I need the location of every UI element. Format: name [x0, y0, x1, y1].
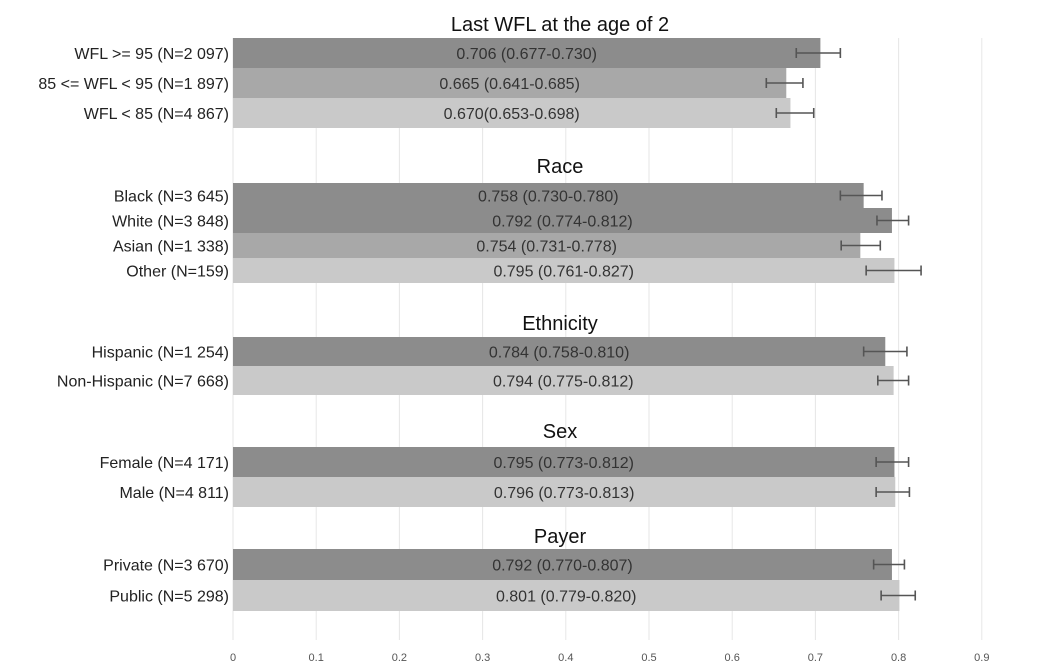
- bar-value-label: 0.794 (0.775-0.812): [493, 374, 634, 391]
- group-title: Payer: [534, 526, 587, 548]
- category-label: Other (N=159): [126, 264, 229, 281]
- x-tick-label: 0.2: [392, 652, 407, 664]
- x-tick-label: 0.3: [475, 652, 490, 664]
- category-label: 85 <= WFL < 95 (N=1 897): [38, 76, 229, 93]
- category-label: Private (N=3 670): [103, 558, 229, 575]
- bar: [233, 549, 892, 580]
- group-title: Last WFL at the age of 2: [451, 14, 669, 36]
- bar: [233, 580, 900, 611]
- bar: [233, 366, 894, 395]
- x-tick-label: 0.7: [808, 652, 823, 664]
- category-label: WFL >= 95 (N=2 097): [74, 46, 229, 63]
- category-label: Black (N=3 645): [114, 189, 229, 206]
- bar-value-label: 0.754 (0.731-0.778): [476, 239, 617, 256]
- bars: [233, 38, 922, 611]
- category-label: WFL < 85 (N=4 867): [84, 106, 229, 123]
- group-title: Race: [537, 156, 584, 178]
- bar-value-label: 0.706 (0.677-0.730): [456, 46, 597, 63]
- category-label: Non-Hispanic (N=7 668): [57, 374, 229, 391]
- x-tick-label: 0.9: [974, 652, 989, 664]
- x-axis-ticks: 0 0.1 0.2 0.3 0.4 0.5 0.6 0.7 0.8 0.9: [230, 652, 990, 664]
- category-label: Hispanic (N=1 254): [92, 345, 229, 362]
- bar-value-label: 0.795 (0.773-0.812): [493, 455, 634, 472]
- category-label: Public (N=5 298): [109, 589, 229, 606]
- labels: Last WFL at the age of 2 0.706 (0.677-0.7…: [38, 14, 669, 606]
- category-label: Asian (N=1 338): [113, 239, 229, 256]
- x-tick-label: 0.5: [641, 652, 656, 664]
- group-title: Ethnicity: [522, 313, 598, 335]
- bar: [233, 337, 886, 366]
- bar-value-label: 0.796 (0.773-0.813): [494, 485, 635, 502]
- bar-value-label: 0.784 (0.758-0.810): [489, 345, 630, 362]
- x-tick-label: 0: [230, 652, 236, 664]
- bar: [233, 98, 791, 128]
- bar: [233, 258, 895, 283]
- category-label: White (N=3 848): [112, 214, 229, 231]
- category-label: Male (N=4 811): [119, 485, 229, 502]
- bar: [233, 208, 892, 233]
- bar-value-label: 0.792 (0.770-0.807): [492, 558, 633, 575]
- category-label: Female (N=4 171): [100, 455, 229, 472]
- bar: [233, 233, 861, 258]
- bar-value-label: 0.795 (0.761-0.827): [493, 264, 634, 281]
- bar-value-label: 0.670(0.653-0.698): [444, 106, 580, 123]
- x-tick-label: 0.8: [891, 652, 906, 664]
- bar: [233, 38, 821, 68]
- x-tick-label: 0.1: [309, 652, 324, 664]
- x-tick-label: 0.4: [558, 652, 573, 664]
- bar: [233, 447, 895, 477]
- bar: [233, 68, 787, 98]
- bar-value-label: 0.665 (0.641-0.685): [439, 76, 580, 93]
- bar-value-label: 0.792 (0.774-0.812): [492, 214, 633, 231]
- group-title: Sex: [543, 421, 577, 443]
- bar: [233, 183, 864, 208]
- bar-value-label: 0.758 (0.730-0.780): [478, 189, 619, 206]
- x-tick-label: 0.6: [725, 652, 740, 664]
- bar: [233, 477, 896, 507]
- bar-value-label: 0.801 (0.779-0.820): [496, 589, 637, 606]
